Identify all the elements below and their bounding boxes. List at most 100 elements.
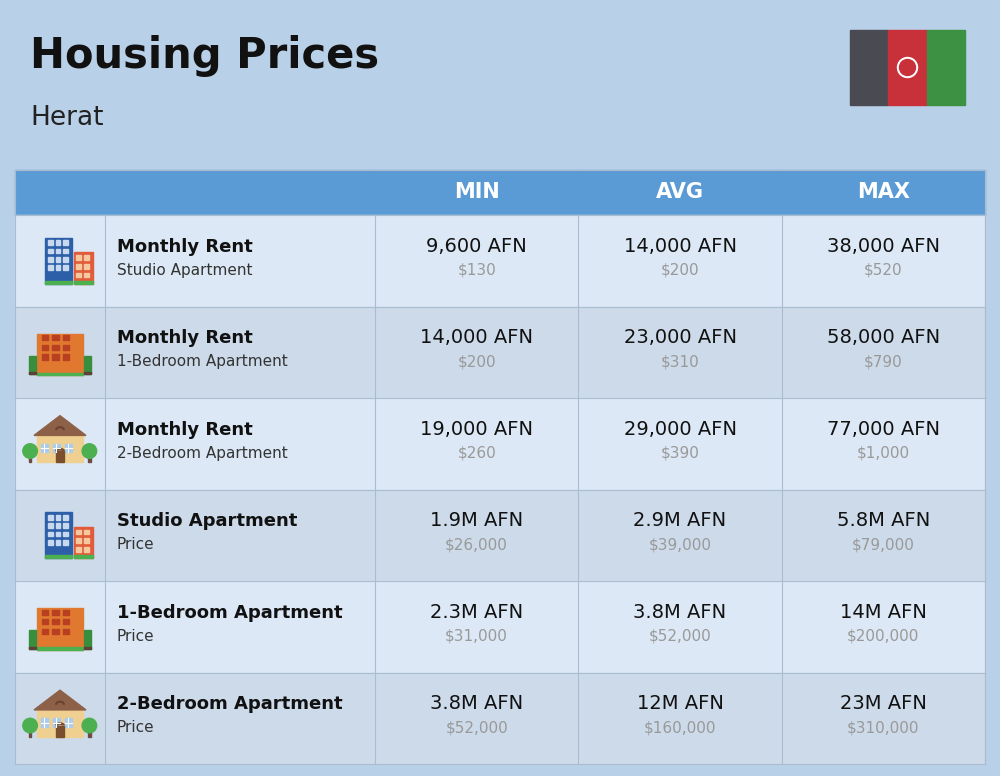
Bar	[74, 527, 93, 558]
Bar	[37, 372, 83, 375]
Text: $310,000: $310,000	[847, 720, 920, 735]
Bar	[48, 523, 53, 528]
Text: 58,000 AFN: 58,000 AFN	[827, 328, 940, 347]
Bar	[52, 629, 59, 634]
Bar	[37, 710, 83, 737]
Text: $79,000: $79,000	[852, 537, 915, 553]
Text: 12M AFN: 12M AFN	[637, 695, 723, 713]
Text: 19,000 AFN: 19,000 AFN	[420, 420, 533, 438]
Bar	[29, 646, 36, 649]
Text: Price: Price	[117, 720, 155, 735]
Polygon shape	[34, 416, 86, 435]
Bar	[48, 532, 53, 536]
Bar	[56, 451, 64, 462]
Bar	[41, 444, 48, 452]
Bar	[76, 547, 81, 552]
Circle shape	[898, 57, 918, 78]
Text: Studio Apartment: Studio Apartment	[117, 512, 297, 530]
Bar	[48, 249, 53, 254]
Text: $39,000: $39,000	[648, 537, 712, 553]
Circle shape	[82, 444, 97, 459]
Bar	[48, 515, 53, 520]
Bar	[29, 630, 36, 649]
Bar	[84, 372, 91, 374]
Bar	[74, 252, 93, 284]
Bar	[41, 719, 48, 726]
Text: 2.9M AFN: 2.9M AFN	[633, 511, 727, 530]
Bar	[84, 529, 89, 534]
Bar	[65, 719, 72, 726]
Bar	[84, 539, 89, 543]
Bar	[63, 629, 69, 634]
Circle shape	[82, 719, 97, 733]
Bar	[74, 555, 93, 558]
Bar	[45, 280, 72, 284]
Text: 2.3M AFN: 2.3M AFN	[430, 603, 523, 622]
Text: Price: Price	[117, 537, 155, 553]
Text: $390: $390	[661, 445, 699, 461]
Bar	[63, 523, 68, 528]
Bar	[850, 30, 888, 105]
Bar	[63, 257, 68, 262]
Bar	[84, 356, 91, 374]
Text: 3.8M AFN: 3.8M AFN	[633, 603, 727, 622]
Bar	[42, 610, 48, 615]
Polygon shape	[34, 690, 86, 710]
Bar	[48, 241, 53, 245]
Bar	[888, 30, 927, 105]
Bar	[52, 610, 59, 615]
Bar	[48, 257, 53, 262]
Circle shape	[23, 444, 37, 459]
Bar	[63, 610, 69, 615]
Text: 1-Bedroom Apartment: 1-Bedroom Apartment	[117, 355, 288, 369]
Bar	[63, 355, 69, 359]
Bar	[63, 532, 68, 536]
Bar	[63, 241, 68, 245]
Bar	[53, 444, 60, 452]
Bar	[76, 255, 81, 260]
Bar	[52, 345, 59, 350]
Text: Monthly Rent: Monthly Rent	[117, 421, 253, 438]
Text: AVG: AVG	[656, 182, 704, 203]
Bar	[63, 345, 69, 350]
Text: 1.9M AFN: 1.9M AFN	[430, 511, 523, 530]
Bar	[84, 255, 89, 260]
Text: $790: $790	[864, 355, 903, 369]
Bar	[48, 265, 53, 270]
Text: MAX: MAX	[857, 182, 910, 203]
Circle shape	[900, 60, 916, 75]
Bar	[15, 673, 985, 764]
Bar	[42, 335, 48, 341]
Text: $1,000: $1,000	[857, 445, 910, 461]
Text: 9,600 AFN: 9,600 AFN	[426, 237, 527, 256]
Bar	[42, 629, 48, 634]
Bar	[76, 272, 81, 277]
Bar	[76, 539, 81, 543]
Bar	[37, 334, 83, 375]
Bar	[53, 719, 60, 726]
Bar	[63, 540, 68, 545]
Text: 38,000 AFN: 38,000 AFN	[827, 237, 940, 256]
Bar	[84, 630, 91, 649]
Text: 1-Bedroom Apartment: 1-Bedroom Apartment	[117, 604, 343, 622]
Circle shape	[23, 719, 37, 733]
Bar	[15, 581, 985, 673]
Bar	[15, 307, 985, 398]
Bar	[56, 241, 60, 245]
Bar	[56, 532, 60, 536]
Bar	[56, 265, 60, 270]
Text: Herat: Herat	[30, 105, 104, 131]
Bar	[37, 647, 83, 650]
Text: $260: $260	[457, 445, 496, 461]
Bar	[56, 257, 60, 262]
Bar	[37, 608, 83, 650]
Bar	[29, 456, 31, 462]
Text: 23M AFN: 23M AFN	[840, 695, 927, 713]
Bar	[74, 280, 93, 284]
Text: $130: $130	[457, 263, 496, 278]
Text: $200: $200	[661, 263, 699, 278]
Bar	[48, 540, 53, 545]
Text: 14,000 AFN: 14,000 AFN	[420, 328, 533, 347]
Bar	[52, 619, 59, 625]
Bar	[76, 264, 81, 268]
